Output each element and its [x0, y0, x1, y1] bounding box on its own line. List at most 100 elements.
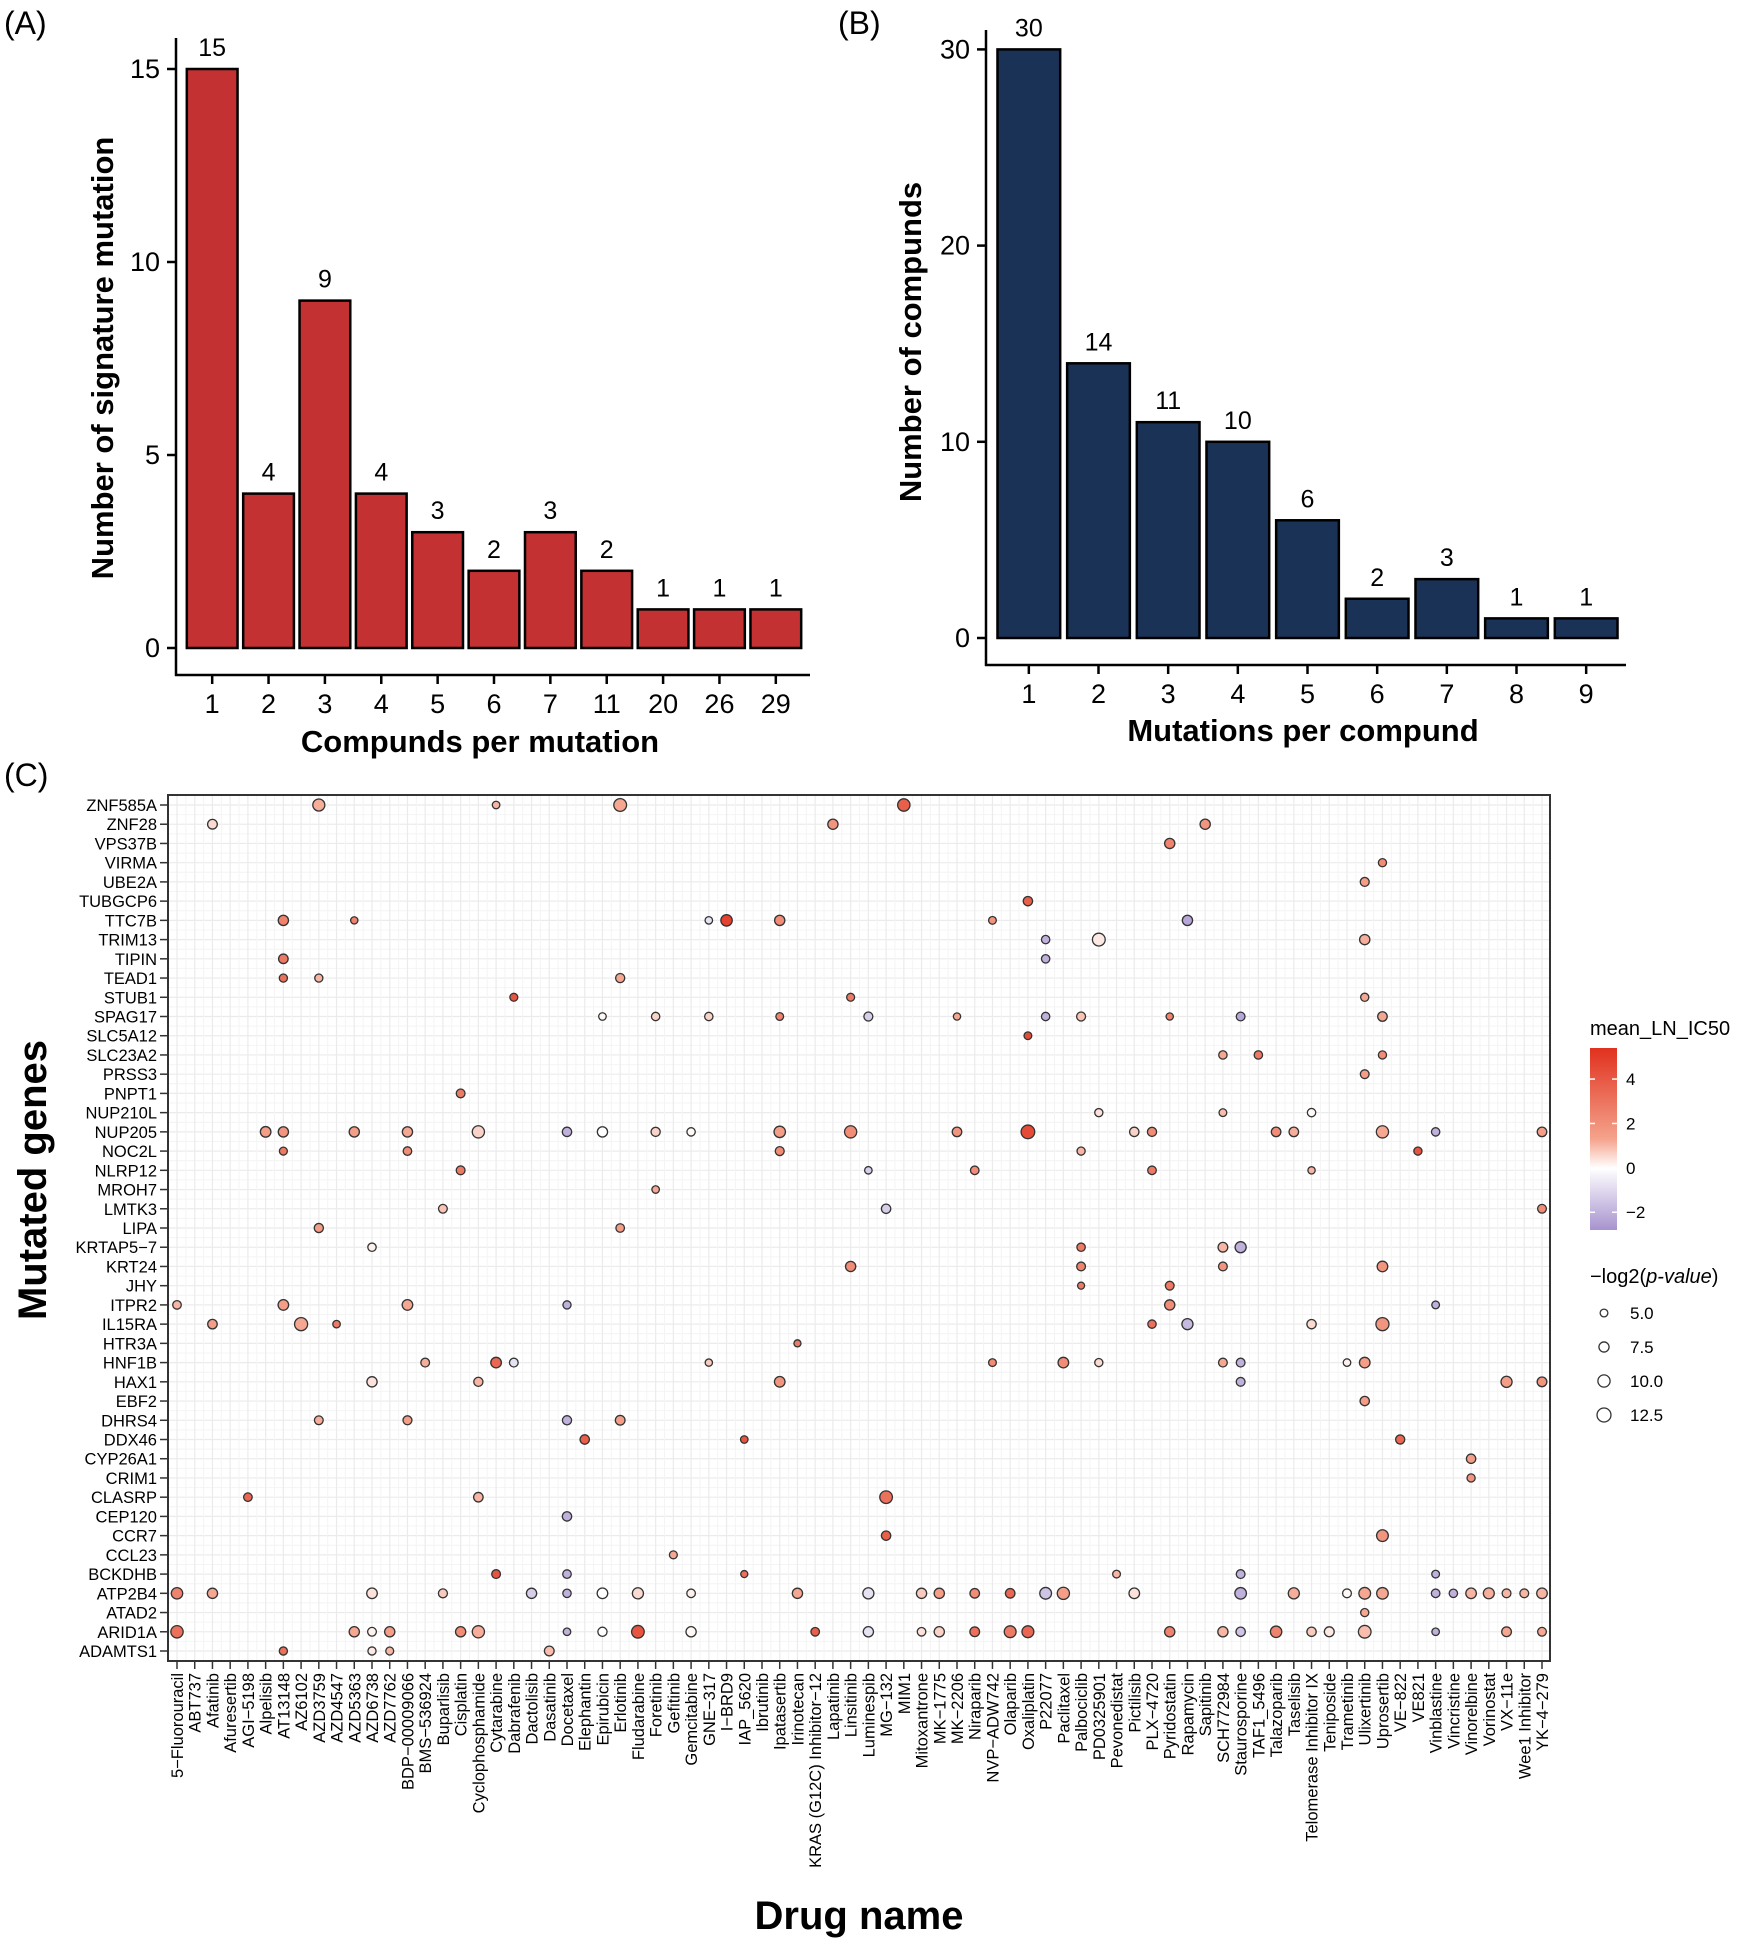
bubble-znf585a-erlotinib [613, 797, 628, 813]
gene-label-mroh7: MROH7 [97, 1182, 157, 1200]
bubble-hnf1b-bms-536924 [420, 1357, 431, 1368]
bubble-hnf1b-ulixertinib [1358, 1356, 1371, 1369]
bubble-nup205-uprosertib [1375, 1125, 1390, 1139]
bubble-arid1a-docetaxel [562, 1627, 572, 1637]
drug-label-cyclophosphamide: Cyclophosphamide [470, 1673, 488, 1813]
bubble-nup205-linsitinib [843, 1125, 858, 1139]
x-tick-label: 20 [648, 689, 678, 719]
bubble-pnpt1-cisplatin [455, 1088, 466, 1099]
bubble-atp2b4-niraparib [969, 1587, 981, 1599]
bubble-krt24-palbociclib [1076, 1261, 1087, 1272]
x-tick-label: 26 [704, 689, 734, 719]
bubble-ttc7b-rapamycin [1181, 914, 1194, 927]
bubble-vps37b-pyridostatin [1163, 837, 1176, 850]
x-tick-label: 5 [1300, 679, 1315, 709]
drug-label-taselisib: Taselisib [1286, 1673, 1304, 1736]
size-legend-items: 5.0 7.5 10.0 12.5 [1596, 1304, 1663, 1425]
bubble-atad2-ulixertinib [1360, 1607, 1370, 1618]
bubble-atp2b4-irinotecan [791, 1587, 804, 1600]
drug-label-elephantin: Elephantin [577, 1673, 595, 1751]
drug-label-mitoxantrone: Mitoxantrone [914, 1673, 932, 1768]
bubble-atp2b4-p22077 [1039, 1586, 1053, 1600]
bubble-dhrs4-docetaxel [561, 1415, 573, 1426]
gene-label-slc5a12: SLC5A12 [86, 1028, 157, 1046]
panel-b-label: (B) [838, 5, 881, 41]
bubble-arid1a-vinblastine [1431, 1627, 1441, 1637]
drug-label-ve821: VE821 [1410, 1673, 1428, 1723]
bubble-stub1-linsitinib [846, 992, 856, 1002]
gene-label-tubgcp6: TUBGCP6 [79, 893, 157, 911]
bubble-atp2b4-luminespib [862, 1587, 875, 1600]
bubble-arid1a-ulixertinib [1357, 1624, 1372, 1639]
drug-label-epirubicin: Epirubicin [594, 1673, 612, 1745]
drug-label-teniposide: Teniposide [1321, 1673, 1339, 1752]
drug-label-vx-11e: VX−11e [1499, 1673, 1517, 1731]
bubble-arid1a-cyclophosphamide [471, 1625, 486, 1639]
bubble-nup210l-sch772984 [1218, 1108, 1228, 1118]
bar-value-label: 1 [1579, 583, 1593, 611]
drug-label-linsitinib: Linsitinib [843, 1673, 861, 1737]
bubble-hnf1b-sch772984 [1217, 1357, 1228, 1368]
bubble-noc2l-ve821 [1413, 1146, 1423, 1156]
bubble-il15ra-uprosertib [1375, 1316, 1390, 1332]
bubble-arid1a-azd5363 [348, 1626, 361, 1638]
gene-label-jhy: JHY [126, 1278, 157, 1296]
bubble-atp2b4-vincristine [1448, 1588, 1459, 1599]
panel-b-y-axis-ticks: 0 10 20 30 [940, 34, 986, 653]
bubble-spag17-staurosporine [1235, 1011, 1246, 1022]
x-tick-label: 6 [486, 689, 501, 719]
gene-label-ttc7b: TTC7B [105, 912, 157, 930]
bubble-znf28-sapitinib [1199, 818, 1211, 830]
gene-label-nup205: NUP205 [95, 1124, 157, 1142]
gene-label-trim13: TRIM13 [98, 932, 157, 950]
x-tick-label: 4 [374, 689, 389, 719]
bubble-spag17-mk-2206 [952, 1012, 962, 1021]
drug-label-gemcitabine: Gemcitabine [683, 1673, 701, 1766]
drug-label-pictilisib: Pictilisib [1126, 1673, 1144, 1733]
color-legend-title: mean_LN_IC50 [1590, 1018, 1730, 1040]
size-legend-circle [1599, 1308, 1609, 1318]
bar-value-label: 30 [1015, 14, 1043, 42]
bubble-ccr7-mg-132 [880, 1530, 892, 1541]
drug-label-ulixertinib: Ulixertinib [1357, 1673, 1375, 1745]
bubble-il15ra-az6102 [293, 1316, 309, 1332]
bubble-atp2b4-vorinostat [1482, 1587, 1495, 1600]
panel-b-x-axis-ticks: 1 2 3 4 5 6 7 8 9 [1021, 665, 1594, 709]
bubble-atp2b4-dactolisib [525, 1587, 538, 1600]
gene-label-bckdhb: BCKDHB [88, 1566, 157, 1584]
gene-label-virma: VIRMA [105, 855, 157, 873]
bubble-il15ra-plx-4720 [1147, 1319, 1157, 1329]
bar-3 [298, 299, 352, 650]
bubble-ttc7b-ipatasertib [773, 914, 786, 927]
bubble-atp2b4-vinorelbine [1465, 1587, 1478, 1600]
bubble-virma-uprosertib [1377, 857, 1388, 868]
gene-label-prss3: PRSS3 [103, 1066, 157, 1084]
gene-label-atad2: ATAD2 [106, 1605, 157, 1623]
drug-label-azd5363: AZD5363 [346, 1673, 364, 1743]
drug-label-staurosporine: Staurosporine [1233, 1673, 1251, 1776]
bubble-adamts1-azd7762 [385, 1646, 395, 1656]
bubble-nup205-talazoparib [1270, 1126, 1282, 1138]
drug-label-vinblastine: Vinblastine [1428, 1673, 1446, 1753]
drug-label-uprosertib: Uprosertib [1374, 1673, 1392, 1749]
color-legend-tick-label: 4 [1626, 1070, 1635, 1089]
bubble-atp2b4-azd6738 [366, 1587, 378, 1600]
panel-c-label: (C) [4, 757, 48, 793]
x-tick-label: 1 [205, 689, 220, 719]
bubble-arid1a-azd7762 [383, 1626, 396, 1638]
bubble-clasrp-agi-5198 [242, 1492, 253, 1503]
drug-label-pevonedistat: Pevonedistat [1109, 1673, 1127, 1769]
drug-label-mim1: MIM1 [896, 1673, 914, 1714]
bubble-tead1-azd3759 [314, 973, 324, 983]
bar-1 [185, 67, 239, 650]
x-tick-label: 2 [261, 689, 276, 719]
bubble-arid1a-pyridostatin [1163, 1626, 1176, 1638]
bubble-bckdhb-vinblastine [1431, 1569, 1441, 1579]
bar-5 [1274, 519, 1341, 640]
bubble-atp2b4-taselisib [1287, 1587, 1301, 1600]
bubble-adamts1-at13148 [278, 1646, 289, 1656]
bubble-nlrp12-cisplatin [455, 1165, 466, 1176]
x-tick-label: 1 [1021, 679, 1036, 709]
